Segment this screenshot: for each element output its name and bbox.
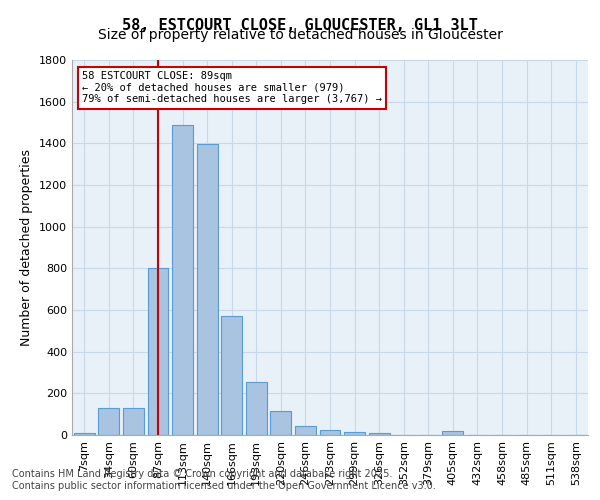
Text: 58, ESTCOURT CLOSE, GLOUCESTER, GL1 3LT: 58, ESTCOURT CLOSE, GLOUCESTER, GL1 3LT [122,18,478,32]
Y-axis label: Number of detached properties: Number of detached properties [20,149,34,346]
Bar [344,432,365,435]
Bar [172,124,193,435]
Bar [123,408,144,435]
Bar [197,144,218,435]
Bar [271,411,292,435]
Bar [98,408,119,435]
Bar [320,430,340,435]
Bar [295,426,316,435]
Text: Contains HM Land Registry data © Crown copyright and database right 2025.
Contai: Contains HM Land Registry data © Crown c… [12,470,436,491]
Bar [74,433,95,435]
Text: 58 ESTCOURT CLOSE: 89sqm
← 20% of detached houses are smaller (979)
79% of semi-: 58 ESTCOURT CLOSE: 89sqm ← 20% of detach… [82,71,382,104]
Bar [442,431,463,435]
Bar [148,268,169,435]
Bar [246,382,267,435]
Text: Size of property relative to detached houses in Gloucester: Size of property relative to detached ho… [98,28,502,42]
Bar [368,434,389,435]
Bar [221,316,242,435]
